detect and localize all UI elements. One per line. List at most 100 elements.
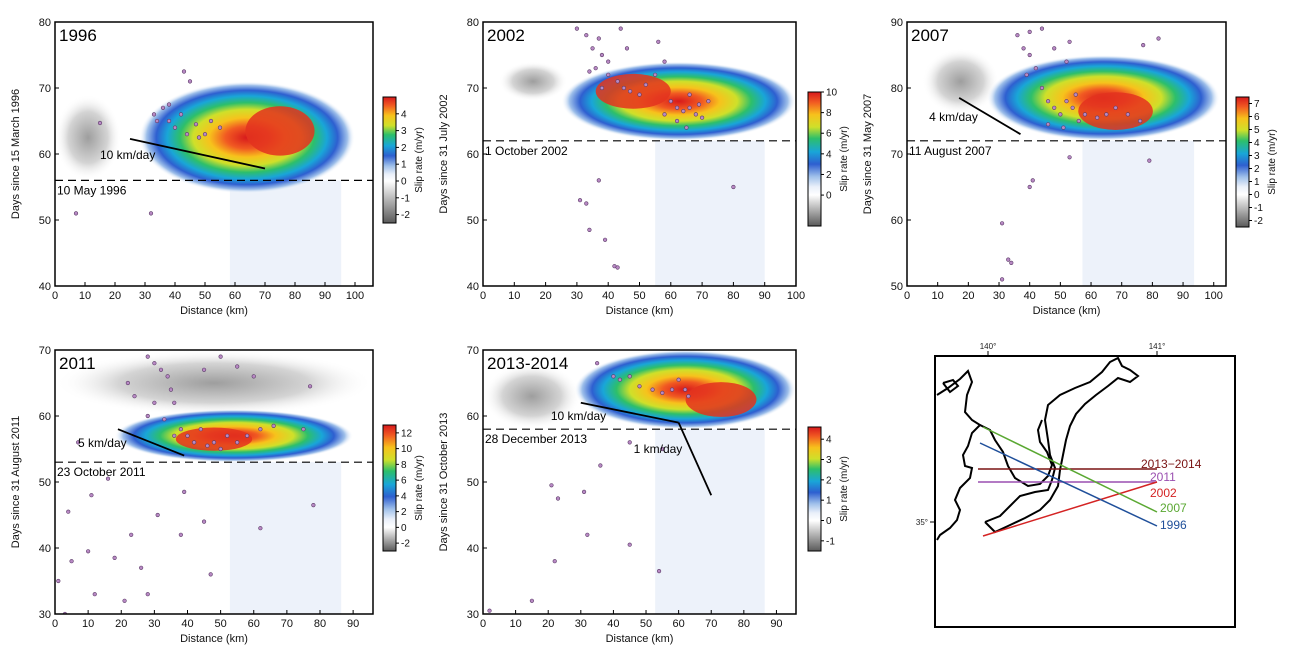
x-tick-label: 30 [571,290,583,302]
x-tick-label: 40 [607,618,619,630]
start-date-label: 11 August 2007 [909,144,992,158]
colorbar-tick-label: 3 [1254,151,1260,162]
x-axis-label: Distance (km) [606,633,674,645]
tremor-point [615,79,620,84]
tremor-point [132,394,137,399]
tremor-point [670,387,675,392]
tremor-point [681,108,686,114]
tremor-point [656,568,662,574]
tremor-point [307,384,313,389]
tremor-point [615,265,620,270]
x-tick-label: 60 [248,618,260,630]
colorbar-tick-label: 4 [401,109,407,120]
colorbar-tick-label: 0 [401,523,407,534]
tremor-point [529,598,535,603]
tremor-point [145,354,150,359]
tremor-point [581,489,587,495]
velocity-label: 10 km/day [100,148,155,162]
panel-title: 2002 [487,26,525,45]
migration-velocity-line [677,422,713,496]
colorbar-tick-label: 1 [1254,177,1260,188]
tremor-point [598,463,603,468]
y-tick-label: 40 [39,281,51,293]
x-tick-label: 80 [314,618,326,630]
tremor-point [251,374,256,379]
migration-velocity-line [129,137,266,170]
tremor-point [205,443,210,448]
x-tick-label: 40 [181,618,193,630]
panel-title: 2013-2014 [487,354,568,373]
y-tick-label: 60 [891,215,903,227]
tremor-point [1039,26,1045,31]
x-axis-label: Distance (km) [180,305,248,317]
x-tick-label: 90 [347,618,359,630]
colorbar [807,426,822,552]
negative-slip-region [55,350,373,416]
colorbar-tick-label: -1 [401,193,410,204]
slip-wash [1082,140,1195,286]
x-tick-label: 80 [738,618,750,630]
colorbar-tick-label: 4 [1254,138,1260,149]
tremor-point [1070,105,1075,110]
tremor-point [674,105,680,110]
x-tick-label: 90 [1177,290,1189,302]
tremor-point [731,184,736,190]
tremor-point [76,440,81,445]
colorbar-tick-label: 4 [401,491,407,502]
colorbar-tick-label: -1 [1254,203,1263,214]
x-tick-label: 40 [602,290,614,302]
x-axis-label: Distance (km) [606,305,674,317]
x-tick-label: 0 [480,618,486,630]
colorbar-label: Slip rate (m/yr) [414,127,425,193]
tremor-point [145,413,150,419]
tremor-point [201,519,207,524]
coastline-bay [979,419,1054,488]
x-tick-label: 60 [673,618,685,630]
colorbar-tick-label: -2 [401,539,410,550]
x-tick-label: 70 [705,618,717,630]
tremor-point [1052,105,1057,110]
tremor-point [178,532,183,537]
slip-peak-core [175,427,253,451]
velocity-label: 4 km/day [929,110,978,124]
x-axis-label: Distance (km) [180,633,248,645]
tremor-point [602,237,608,242]
tremor-point [112,555,117,561]
tremor-point [1113,105,1118,110]
tremor-point [650,387,655,392]
tremor-point [89,493,94,498]
x-tick-label: 0 [52,290,58,302]
tremor-point [158,367,164,372]
tremor-point [577,198,583,203]
tremor-point [676,377,681,382]
x-tick-label: 20 [539,290,551,302]
tremor-point [599,52,605,58]
tremor-point [999,277,1005,282]
tremor-point [674,118,680,124]
slip-rate-blob [561,61,796,141]
y-tick-label: 60 [467,149,479,161]
tremor-point [165,374,170,379]
panel-title: 2007 [911,26,949,45]
panel-plot-area [55,350,373,614]
x-tick-label: 80 [289,290,301,302]
tremor-point [271,423,276,429]
colorbar-tick-label: 7 [1254,99,1260,110]
x-tick-label: 20 [109,290,121,302]
tremor-point [1027,29,1032,35]
colorbar-tick-label: 2 [401,143,407,154]
tremor-point [217,125,223,130]
profile-line-1996 [979,442,1158,527]
tremor-point [178,427,183,432]
x-tick-label: 0 [52,618,58,630]
slip-peak-core [595,73,671,109]
tremor-point [73,211,79,216]
tremor-point [160,105,166,110]
tremor-point [643,82,648,87]
tremor-point [584,201,589,206]
slip-peak-core [685,382,757,417]
tremor-point [1104,112,1109,117]
negative-slip-region [922,48,1000,115]
